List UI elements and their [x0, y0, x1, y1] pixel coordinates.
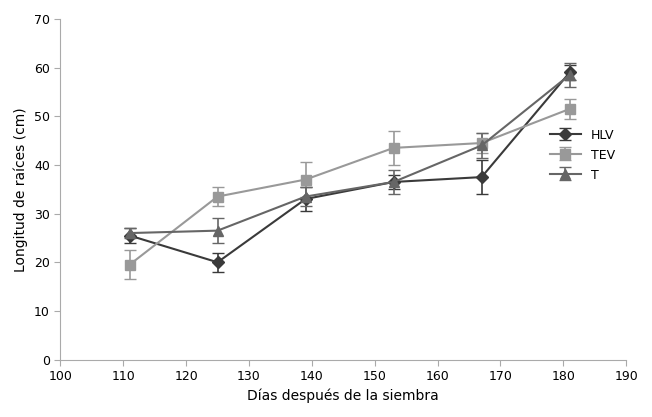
X-axis label: Días después de la siembra: Días después de la siembra — [247, 389, 439, 403]
Legend: HLV, TEV, T: HLV, TEV, T — [544, 123, 620, 187]
Y-axis label: Longitud de raíces (cm): Longitud de raíces (cm) — [14, 107, 29, 271]
